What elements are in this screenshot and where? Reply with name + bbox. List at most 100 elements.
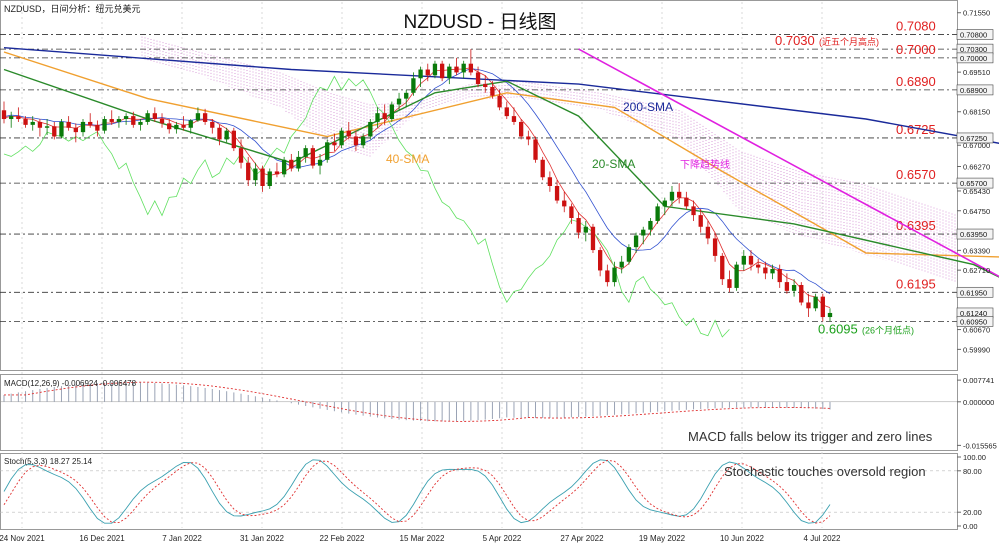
candle-body <box>432 63 438 76</box>
candle-body <box>799 285 804 303</box>
candle-body <box>827 312 833 318</box>
y-tick-label: 0.59990 <box>963 345 990 354</box>
candle-body <box>662 200 667 207</box>
candle-body <box>281 159 287 175</box>
level-label: 0.6195 <box>896 276 936 291</box>
candle-body <box>511 116 517 122</box>
candle-body <box>246 162 251 181</box>
candle-body <box>475 72 481 85</box>
candle-body <box>648 220 653 230</box>
candle-body <box>813 296 818 309</box>
candle-body <box>770 268 775 274</box>
candle-body <box>375 113 380 122</box>
candle-body <box>360 136 366 146</box>
sma40-label: 40-SMA <box>386 152 429 166</box>
level-note: (近五个月高点) <box>819 36 879 47</box>
x-tick-label: 16 Dec 2021 <box>79 534 125 543</box>
level-label: 0.6890 <box>896 74 936 89</box>
y-tick-label: 0.68150 <box>963 108 990 117</box>
macd-plot: 0.007741 0.000000 -0.015565 <box>0 376 997 450</box>
candle-body <box>411 78 416 93</box>
candle-body <box>231 130 236 149</box>
candle-body <box>224 130 229 140</box>
candle-body <box>497 95 502 108</box>
candle-body <box>346 130 351 137</box>
price-badge <box>956 228 994 240</box>
stoch-d-line <box>3 459 831 524</box>
candle-body <box>626 247 632 262</box>
candle-body <box>37 121 43 128</box>
x-tick-label: 24 Nov 2021 <box>0 534 45 543</box>
candle-body <box>641 229 646 236</box>
candle-body <box>605 270 610 283</box>
candle-body <box>590 226 596 251</box>
candle-body <box>583 226 588 233</box>
candle-body <box>526 136 531 140</box>
candle-body <box>116 119 122 122</box>
candle-body <box>310 148 316 166</box>
y-tick-label: 0.67000 <box>963 141 990 150</box>
candle-body <box>353 136 359 146</box>
level-label: 0.6725 <box>896 122 936 137</box>
candle-body <box>756 264 761 268</box>
sma20-label: 20-SMA <box>592 157 635 171</box>
candle-body <box>396 98 402 105</box>
candle-body <box>418 69 423 79</box>
candle-body <box>763 267 768 274</box>
candle-body <box>102 119 107 131</box>
stoch-label: Stoch(5,3,3) 18.27 25.14 <box>4 457 93 466</box>
sma200-line <box>3 47 999 144</box>
price-badge-text: 0.61240 <box>960 309 987 318</box>
candle-body <box>554 186 560 201</box>
y-tick-label: 0.64750 <box>963 207 990 216</box>
y-tick-label: 0.60670 <box>963 326 990 335</box>
candle-body <box>389 104 395 120</box>
x-tick-label: 4 Jul 2022 <box>804 534 841 543</box>
x-tick-label: 15 Mar 2022 <box>400 534 445 543</box>
stoch-tick-label: 100.00 <box>963 453 986 462</box>
candle-body <box>267 171 272 186</box>
symbol-label: NZDUSD，日间分析：纽元兑美元 <box>4 3 141 14</box>
level-label: 0.7080 <box>896 19 936 34</box>
candle-body <box>655 206 660 221</box>
candle-body <box>217 127 222 140</box>
candle-body <box>425 69 430 76</box>
price-badge <box>956 84 994 96</box>
candle-body <box>741 255 746 265</box>
x-tick-label: 5 Apr 2022 <box>483 534 522 543</box>
level-label: 0.7030 <box>775 33 815 48</box>
level-label: 0.7000 <box>896 42 936 57</box>
candle-body <box>705 226 711 239</box>
candle-body <box>145 113 150 122</box>
candle-body <box>734 264 739 288</box>
candle-body <box>612 267 617 283</box>
candle-body <box>720 255 725 280</box>
y-tick-label: 0.63390 <box>963 246 990 255</box>
macd-annotation: MACD falls below its trigger and zero li… <box>688 429 933 444</box>
price-badge <box>956 132 994 144</box>
candle-body <box>181 124 186 128</box>
macd-tick-label: -0.015565 <box>963 441 997 450</box>
x-tick-label: 7 Jan 2022 <box>162 534 202 543</box>
price-badge <box>956 29 994 40</box>
stoch-tick-label: 0.00 <box>963 522 978 531</box>
tenkan-line <box>3 67 831 308</box>
candle-body <box>547 177 553 186</box>
candle-body <box>303 148 308 157</box>
y-tick-label: 0.69510 <box>963 68 990 77</box>
candle-body <box>289 159 294 169</box>
level-note: (26个月低点) <box>862 324 914 335</box>
candlesticks <box>1 49 833 322</box>
stoch-tick-label: 80.00 <box>963 467 982 476</box>
candle-body <box>447 66 452 79</box>
candle-body <box>202 113 208 122</box>
candle-body <box>677 191 682 198</box>
candle-body <box>633 235 639 248</box>
candle-body <box>727 279 732 288</box>
candle-body <box>325 142 330 160</box>
candle-body <box>468 63 474 73</box>
candle-body <box>777 268 782 283</box>
price-badge-text: 0.61950 <box>960 288 987 297</box>
candle-body <box>95 124 100 131</box>
